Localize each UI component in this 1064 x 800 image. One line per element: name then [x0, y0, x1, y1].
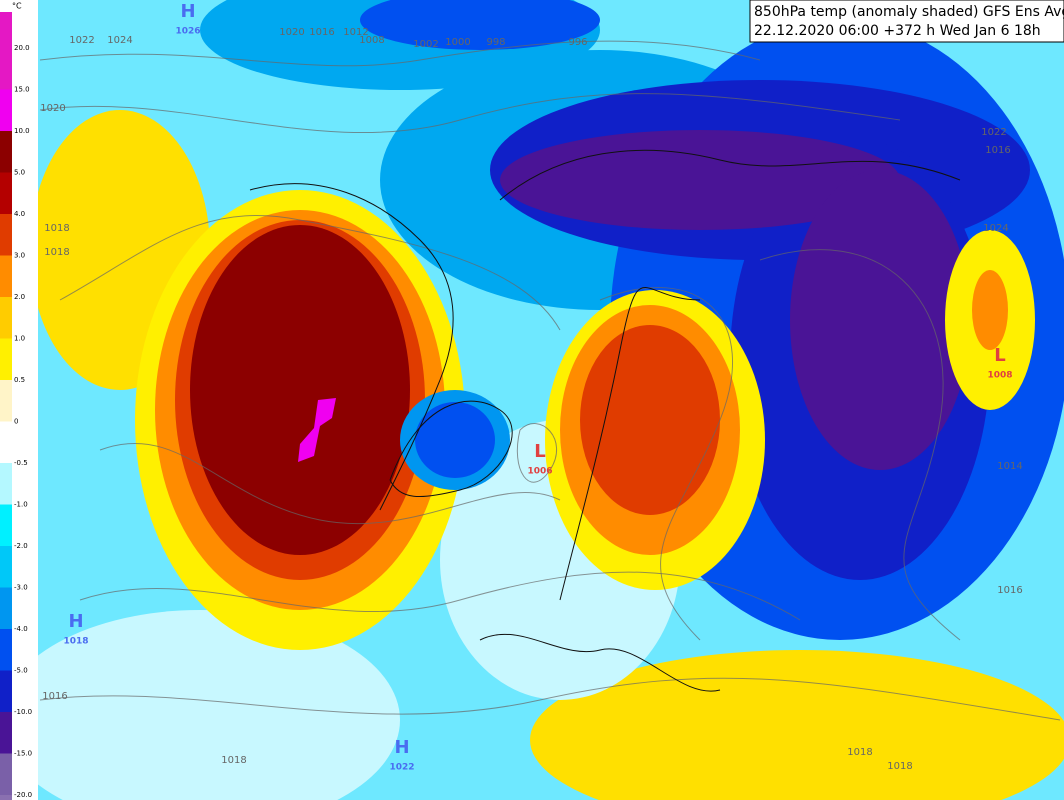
- pressure-center-type: H: [180, 1, 195, 22]
- pressure-center-type: H: [68, 611, 83, 632]
- isobar-label: 1022: [69, 35, 94, 46]
- pressure-center-value: 1022: [389, 763, 414, 773]
- colorbar-label: -15.0: [14, 750, 32, 758]
- colorbar-swatch: [0, 795, 12, 800]
- colorbar: °C 20.0 15.0 10.0 5.0 4.0 3.0 2.0 1.0 0.5 0 -0.5 -1…: [0, 2, 32, 800]
- isobar-label: 1016: [309, 27, 334, 38]
- title-box: [749, 0, 1064, 43]
- title-line: 850hPa temp (anomaly shaded) GFS Ens Avg: [754, 4, 1064, 20]
- colorbar-swatch: [0, 380, 12, 422]
- isobar-label: 996: [568, 37, 587, 48]
- pressure-center-value: 1018: [63, 637, 88, 647]
- pressure-center-type: L: [534, 441, 545, 462]
- colorbar-swatch: [0, 463, 12, 505]
- isobar-label: 1022: [981, 127, 1006, 138]
- colorbar-label: 2.0: [14, 293, 25, 301]
- colorbar-label: 0: [14, 418, 18, 426]
- colorbar-label: -2.0: [14, 542, 28, 550]
- pressure-center-value: 1008: [987, 371, 1012, 381]
- isobar-label: 1018: [44, 223, 69, 234]
- colorbar-swatch: [0, 712, 12, 754]
- isobar-label: 1020: [279, 27, 304, 38]
- colorbar-swatch: [0, 587, 12, 629]
- colorbar-label: 20.0: [14, 44, 30, 52]
- isobar-label: 1016: [997, 585, 1022, 596]
- pressure-center-type: H: [394, 737, 409, 758]
- colorbar-swatch: [0, 670, 12, 712]
- isobar-label: 1016: [985, 145, 1010, 156]
- isobar-label: 1024: [983, 223, 1008, 234]
- isobar-label: 1014: [997, 461, 1022, 472]
- isobar-label: 1018: [847, 747, 872, 758]
- colorbar-swatch: [0, 255, 12, 297]
- colorbar-label: 5.0: [14, 169, 25, 177]
- colorbar-swatch: [0, 421, 12, 463]
- colorbar-swatch: [0, 297, 12, 339]
- isobar-label: 1018: [44, 247, 69, 258]
- isobar-label: 1024: [107, 35, 132, 46]
- colorbar-swatch: [0, 629, 12, 671]
- colorbar-swatch: [0, 131, 12, 173]
- colorbar-label: -1.0: [14, 501, 28, 509]
- title-line: 22.12.2020 06:00 +372 h Wed Jan 6 18h: [754, 23, 1041, 39]
- colorbar-swatch: [0, 546, 12, 588]
- colorbar-label: 3.0: [14, 252, 25, 260]
- colorbar-swatch: [0, 172, 12, 214]
- colorbar-swatch: [0, 48, 12, 90]
- isobar-label: 1020: [40, 103, 65, 114]
- colorbar-label: -0.5: [14, 459, 28, 467]
- isobar-label: 998: [486, 37, 505, 48]
- pressure-center-value: 1006: [527, 467, 552, 477]
- coastlines: [249, 149, 961, 692]
- colorbar-label: 10.0: [14, 127, 30, 135]
- colorbar-label: -10.0: [14, 708, 32, 716]
- colorbar-swatch: [0, 504, 12, 546]
- colorbar-label: -5.0: [14, 667, 28, 675]
- isobar-label: 1018: [887, 761, 912, 772]
- isobar-label: 1016: [42, 691, 67, 702]
- isobar-label: 1008: [359, 35, 384, 46]
- colorbar-swatch: [0, 753, 12, 795]
- isobar-label: 1018: [221, 755, 246, 766]
- pressure-center-type: L: [994, 345, 1005, 366]
- isobar-label: 1002: [413, 39, 438, 50]
- colorbar-swatch: [0, 12, 12, 48]
- colorbar-swatch: [0, 214, 12, 256]
- colorbar-label: -3.0: [14, 584, 28, 592]
- colorbar-unit: °C: [12, 2, 22, 11]
- colorbar-swatch: [0, 89, 12, 131]
- colorbar-label: 1.0: [14, 335, 25, 343]
- colorbar-label: 0.5: [14, 376, 25, 384]
- colorbar-label: -4.0: [14, 625, 28, 633]
- colorbar-label: -20.0: [14, 791, 32, 799]
- colorbar-label: 15.0: [14, 86, 30, 94]
- isobars: [39, 40, 1061, 721]
- isobar-label: 1000: [445, 37, 470, 48]
- isobar-label: 1012: [343, 27, 368, 38]
- colorbar-swatch: [0, 338, 12, 380]
- colorbar-label: 4.0: [14, 210, 25, 218]
- pressure-center-value: 1026: [175, 27, 200, 37]
